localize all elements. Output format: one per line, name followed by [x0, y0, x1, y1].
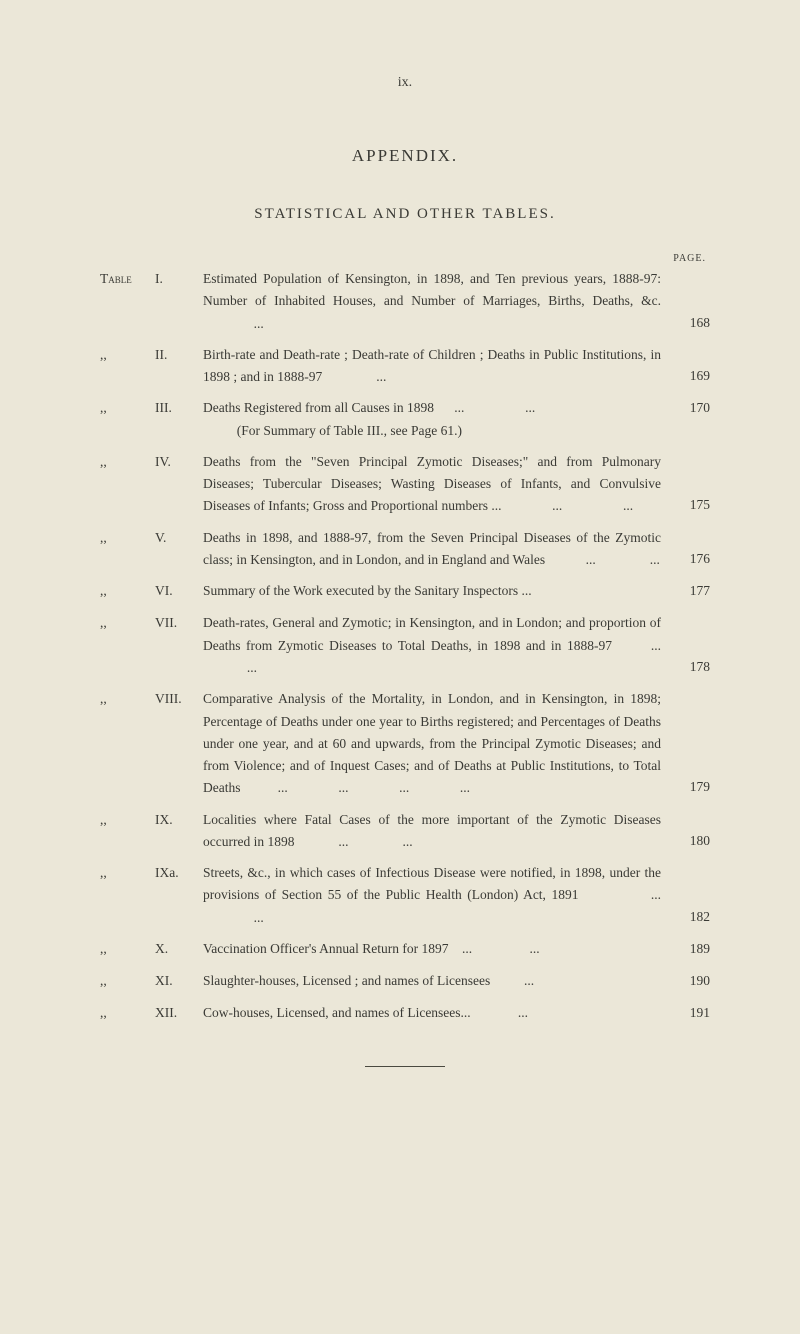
- entry-description: Birth-rate and Death-rate ; Death-rate o…: [203, 344, 675, 389]
- entry-prefix: ,,: [100, 451, 155, 473]
- entry-description: Deaths from the "Seven Principal Zymotic…: [203, 451, 675, 518]
- entry-page-number: 168: [675, 312, 710, 335]
- entry-prefix: Table: [100, 268, 155, 290]
- toc-entry: ,,VII.Death-rates, General and Zymotic; …: [100, 612, 710, 679]
- page-column-label: PAGE.: [100, 253, 710, 264]
- toc-entry: ,,V.Deaths in 1898, and 1888-97, from th…: [100, 527, 710, 572]
- appendix-subtitle: STATISTICAL AND OTHER TABLES.: [100, 206, 710, 223]
- toc-entry: TableI.Estimated Population of Kensingto…: [100, 268, 710, 335]
- entry-description: Deaths Registered from all Causes in 189…: [203, 397, 675, 442]
- entry-prefix: ,,: [100, 1002, 155, 1024]
- entry-prefix: ,,: [100, 938, 155, 960]
- table-of-contents: TableI.Estimated Population of Kensingto…: [100, 268, 710, 1026]
- entry-page-number: 182: [675, 906, 710, 929]
- entry-number: VI.: [155, 580, 203, 602]
- toc-entry: ,,VI.Summary of the Work executed by the…: [100, 580, 710, 603]
- entry-prefix: ,,: [100, 527, 155, 549]
- entry-prefix: ,,: [100, 970, 155, 992]
- entry-description: Death-rates, General and Zymotic; in Ken…: [203, 612, 675, 679]
- toc-entry: ,,VIII.Comparative Analysis of the Morta…: [100, 688, 710, 799]
- entry-page-number: 177: [675, 580, 710, 603]
- entry-page-number: 191: [675, 1002, 710, 1025]
- entry-prefix: ,,: [100, 580, 155, 602]
- entry-description: Vaccination Officer's Annual Return for …: [203, 938, 675, 960]
- entry-number: XII.: [155, 1002, 203, 1024]
- entry-prefix: ,,: [100, 612, 155, 634]
- entry-page-number: 180: [675, 830, 710, 853]
- entry-description: Deaths in 1898, and 1888-97, from the Se…: [203, 527, 675, 572]
- toc-entry: ,,II.Birth-rate and Death-rate ; Death-r…: [100, 344, 710, 389]
- entry-number: XI.: [155, 970, 203, 992]
- entry-page-number: 176: [675, 548, 710, 571]
- entry-number: II.: [155, 344, 203, 366]
- entry-number: V.: [155, 527, 203, 549]
- entry-number: X.: [155, 938, 203, 960]
- toc-entry: ,,IV.Deaths from the "Seven Principal Zy…: [100, 451, 710, 518]
- toc-entry: ,,X.Vaccination Officer's Annual Return …: [100, 938, 710, 961]
- entry-description: Summary of the Work executed by the Sani…: [203, 580, 675, 602]
- entry-description: Estimated Population of Kensington, in 1…: [203, 268, 675, 335]
- entry-page-number: 190: [675, 970, 710, 993]
- entry-prefix: ,,: [100, 809, 155, 831]
- entry-description: Slaughter-houses, Licensed ; and names o…: [203, 970, 675, 992]
- entry-page-number: 170: [675, 397, 710, 420]
- entry-description: Localities where Fatal Cases of the more…: [203, 809, 675, 854]
- entry-page-number: 179: [675, 776, 710, 799]
- entry-prefix: ,,: [100, 397, 155, 419]
- page-number: ix.: [100, 75, 710, 91]
- appendix-title: APPENDIX.: [100, 146, 710, 166]
- entry-number: I.: [155, 268, 203, 290]
- entry-page-number: 175: [675, 494, 710, 517]
- entry-prefix: ,,: [100, 688, 155, 710]
- entry-number: IX.: [155, 809, 203, 831]
- entry-number: IV.: [155, 451, 203, 473]
- entry-description: Cow-houses, Licensed, and names of Licen…: [203, 1002, 675, 1024]
- entry-number: VII.: [155, 612, 203, 634]
- footer-divider: [365, 1066, 445, 1067]
- toc-entry: ,,XI.Slaughter-houses, Licensed ; and na…: [100, 970, 710, 993]
- entry-prefix: ,,: [100, 862, 155, 884]
- entry-number: III.: [155, 397, 203, 419]
- toc-entry: ,,III.Deaths Registered from all Causes …: [100, 397, 710, 442]
- entry-prefix: ,,: [100, 344, 155, 366]
- toc-entry: ,,IX.Localities where Fatal Cases of the…: [100, 809, 710, 854]
- toc-entry: ,,XII.Cow-houses, Licensed, and names of…: [100, 1002, 710, 1025]
- toc-entry: ,,IXa.Streets, &c., in which cases of In…: [100, 862, 710, 929]
- entry-page-number: 169: [675, 365, 710, 388]
- entry-page-number: 178: [675, 656, 710, 679]
- entry-number: VIII.: [155, 688, 203, 710]
- entry-number: IXa.: [155, 862, 203, 884]
- entry-description: Streets, &c., in which cases of Infectio…: [203, 862, 675, 929]
- entry-description: Comparative Analysis of the Mortality, i…: [203, 688, 675, 799]
- entry-page-number: 189: [675, 938, 710, 961]
